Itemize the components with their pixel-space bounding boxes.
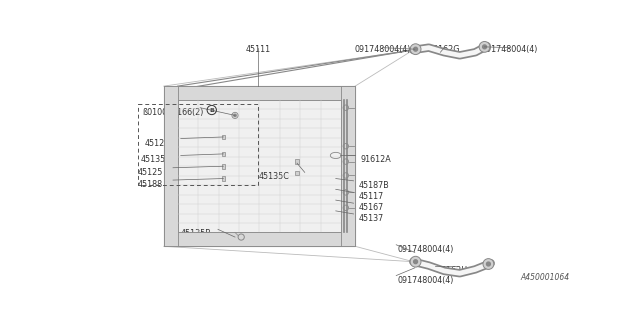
Circle shape [410,256,421,267]
Text: 091748004(4): 091748004(4) [397,276,454,284]
Text: 45187B: 45187B [359,181,390,190]
Text: 091748004(4): 091748004(4) [354,44,410,53]
Text: 45117: 45117 [359,192,384,201]
Circle shape [232,112,238,118]
Text: ß010008166(2): ß010008166(2) [142,108,204,117]
Circle shape [486,262,490,266]
Bar [164,86,178,246]
Text: 091748004(4): 091748004(4) [482,44,538,53]
Bar [222,176,225,181]
Bar [164,86,355,100]
Text: 091748004(4): 091748004(4) [397,245,454,254]
Bar [296,171,298,175]
Circle shape [410,44,421,55]
Bar [222,164,225,169]
Bar [341,86,355,246]
Text: 45125: 45125 [138,168,163,177]
Circle shape [413,260,417,264]
Text: A450001064: A450001064 [521,273,570,282]
Bar [164,232,355,246]
Text: 45135C: 45135C [259,172,289,181]
Circle shape [234,114,236,116]
Bar [178,100,341,232]
Bar [222,135,225,139]
Text: 45137: 45137 [359,214,384,223]
Bar [222,152,225,156]
Text: 45111: 45111 [246,44,271,53]
Circle shape [483,259,494,269]
Circle shape [413,47,417,51]
Text: 45135B: 45135B [180,229,211,238]
Text: 45162G: 45162G [429,44,460,53]
Bar [296,159,298,164]
Bar [164,86,355,246]
Text: 45135D: 45135D [140,156,172,164]
Text: 91612A: 91612A [360,156,391,164]
Text: B: B [209,108,214,113]
Circle shape [479,42,490,52]
Text: 45167: 45167 [359,203,384,212]
Bar [138,104,259,185]
Circle shape [483,45,486,49]
Text: 45188: 45188 [138,180,163,189]
Text: 45162H: 45162H [436,266,468,275]
Text: 45124: 45124 [145,139,170,148]
